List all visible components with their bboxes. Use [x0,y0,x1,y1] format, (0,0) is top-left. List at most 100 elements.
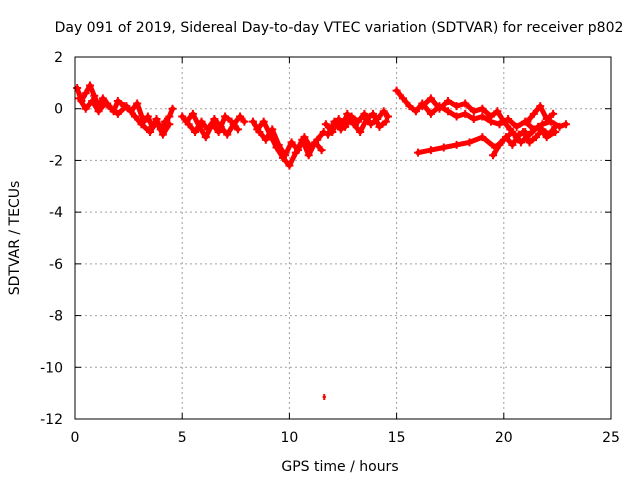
series-point [435,104,444,113]
series-point [94,107,103,116]
series-point [122,102,131,111]
series-point [523,117,532,126]
series-point [223,130,232,139]
series-point [143,112,152,121]
series-point [165,120,174,129]
series-point [75,94,84,103]
series-point [426,146,435,155]
series-point [259,117,268,126]
x-tick-label: 5 [178,430,187,446]
series-point [362,115,371,124]
series-point [508,140,517,149]
series-point [369,109,378,118]
series-point [88,96,97,105]
series-point [444,96,453,105]
series-point [465,138,474,147]
series-point [478,112,487,121]
series-point [469,107,478,116]
series-point [287,138,296,147]
series-point [195,122,204,131]
series-point [113,96,122,105]
series-point [152,117,161,126]
series-point [399,94,408,103]
series-point [478,133,487,142]
series-point [221,112,230,121]
x-tick-label: 0 [71,430,80,446]
series-point [452,112,461,121]
y-axis-title: SDTVAR / TECUs [7,181,23,296]
series-point [90,91,99,100]
x-tick-label: 10 [280,430,298,446]
plot-frame [74,56,612,420]
series-point [525,138,534,147]
series-point [304,151,313,160]
series-point [461,99,470,108]
series-point [366,120,375,129]
series-point [508,127,517,136]
series-point [501,133,510,142]
series-point [253,125,262,134]
series-point [323,130,332,139]
series-point [495,140,504,149]
series-point [81,89,90,98]
series-point [319,127,328,136]
series-point [158,130,167,139]
series-point [529,109,538,118]
series-point [384,112,393,121]
series-point [311,138,320,147]
series-point [504,115,513,124]
series-point [381,117,390,126]
y-tick-label: -2 [49,153,63,169]
series-point [113,109,122,118]
series-point [210,115,219,124]
series-point [334,115,343,124]
grid [75,57,611,419]
x-axis-title: GPS time / hours [281,459,398,475]
series-point [414,148,423,157]
series-point [81,104,90,113]
series-point [272,143,281,152]
series-point [321,120,330,129]
series-segment-1 [76,95,172,138]
y-tick-label: -12 [40,412,63,428]
series-point [521,127,530,136]
series-point [512,122,521,131]
series-point [514,130,523,139]
series-point [469,115,478,124]
series-point [336,125,345,134]
series-point [86,81,95,90]
series-point [146,127,155,136]
series-point [542,133,551,142]
series-point [285,161,294,170]
series-point [411,107,420,116]
series-point [546,117,555,126]
series-point [426,94,435,103]
series-point [101,99,110,108]
series-point [375,122,384,131]
plot-series [73,81,570,401]
series-point [240,117,249,126]
series-point [133,99,142,108]
series-point [493,107,502,116]
series-point [201,133,210,142]
series-point [168,104,177,113]
series-point [214,127,223,136]
x-tick-label: 20 [495,430,513,446]
series-segment-7 [325,111,389,138]
series-point [452,102,461,111]
y-tick-label: -10 [40,360,63,376]
series-point [356,127,365,136]
series-point [392,86,401,95]
series-point [248,117,257,126]
series-point [298,135,307,144]
series-point [444,107,453,116]
series-point [478,104,487,113]
series-point [182,117,191,126]
series-point [426,109,435,118]
series-point [98,94,107,103]
series-point [349,120,358,129]
series-point [188,109,197,118]
series-point [266,130,275,139]
